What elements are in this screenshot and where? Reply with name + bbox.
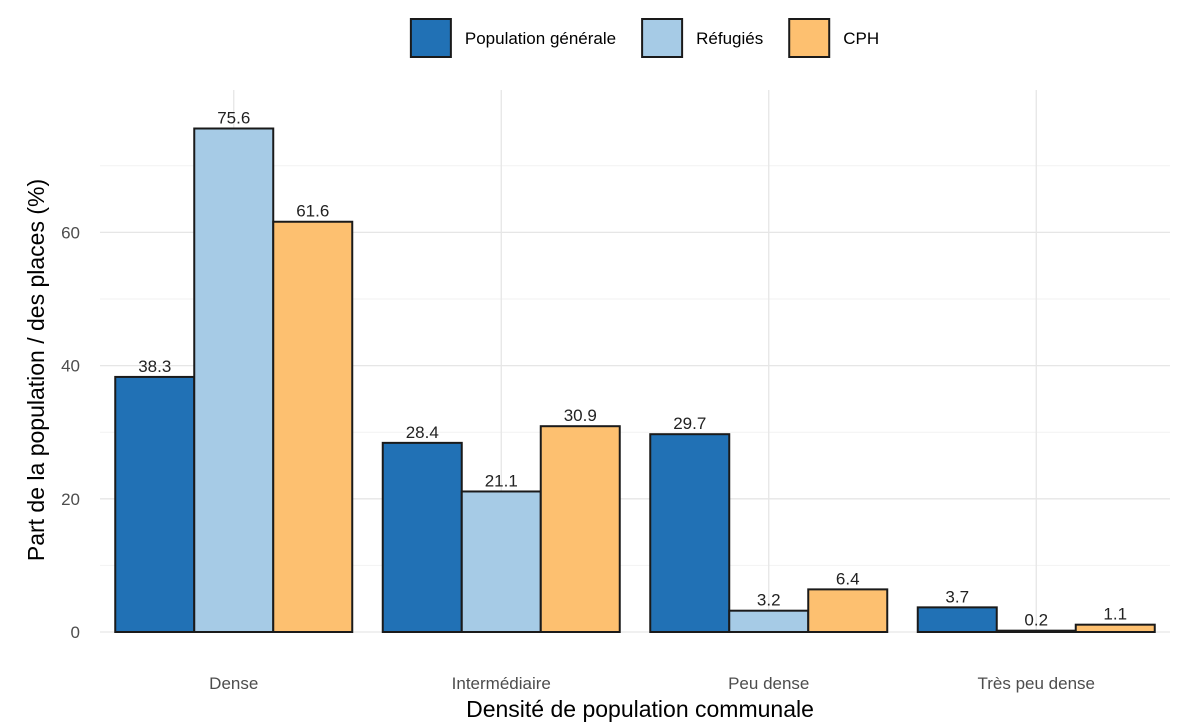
y-tick-label: 60 (61, 223, 80, 242)
data-label: 21.1 (485, 471, 518, 490)
legend-swatch (788, 18, 831, 58)
x-tick-label: Dense (209, 674, 258, 693)
y-tick-label: 0 (71, 623, 80, 642)
data-label: 3.2 (757, 591, 781, 610)
legend-label: Population générale (465, 29, 616, 48)
data-label: 1.1 (1103, 605, 1127, 624)
y-tick-label: 20 (61, 490, 80, 509)
data-label: 28.4 (406, 423, 439, 442)
y-axis-title: Part de la population / des places (%) (23, 179, 49, 561)
legend-item: Population générale (409, 18, 616, 58)
data-label: 29.7 (673, 414, 706, 433)
data-labels: 38.3 75.6 61.6 28.4 21.1 30.9 29.7 3.2 6.4 3.7 0.2… (138, 109, 1127, 630)
bar (916, 606, 998, 633)
bar (272, 220, 354, 634)
data-label: 0.2 (1024, 611, 1048, 630)
legend-item: CPH (788, 18, 879, 58)
bar (728, 609, 810, 633)
bar (1074, 623, 1156, 634)
bar (381, 441, 463, 633)
y-axis-ticks: 0 20 40 60 (61, 223, 80, 642)
bar (114, 375, 196, 633)
data-label: 61.6 (296, 202, 329, 221)
y-tick-label: 40 (61, 357, 80, 376)
data-label: 38.3 (138, 357, 171, 376)
bar (995, 629, 1077, 634)
legend: Population générale Réfugiés CPH (409, 18, 879, 58)
bars (114, 127, 1156, 634)
legend-label: CPH (843, 29, 879, 48)
x-axis-title: Densité de population communale (466, 696, 814, 722)
bar (807, 588, 889, 633)
legend-swatch (409, 18, 452, 58)
data-label: 3.7 (945, 587, 969, 606)
legend-label: Réfugiés (696, 29, 763, 48)
legend-item: Réfugiés (641, 18, 763, 58)
x-tick-label: Intermédiaire (452, 674, 551, 693)
data-label: 30.9 (564, 406, 597, 425)
x-tick-label: Peu dense (728, 674, 809, 693)
bar (460, 490, 542, 633)
data-label: 6.4 (836, 569, 860, 588)
x-tick-label: Très peu dense (978, 674, 1096, 693)
x-axis-ticks: Dense Intermédiaire Peu dense Très peu dens… (209, 674, 1095, 693)
data-label: 75.6 (217, 109, 250, 128)
bar (193, 127, 275, 633)
legend-swatch (641, 18, 684, 58)
bar (649, 433, 731, 633)
bar (539, 425, 621, 633)
